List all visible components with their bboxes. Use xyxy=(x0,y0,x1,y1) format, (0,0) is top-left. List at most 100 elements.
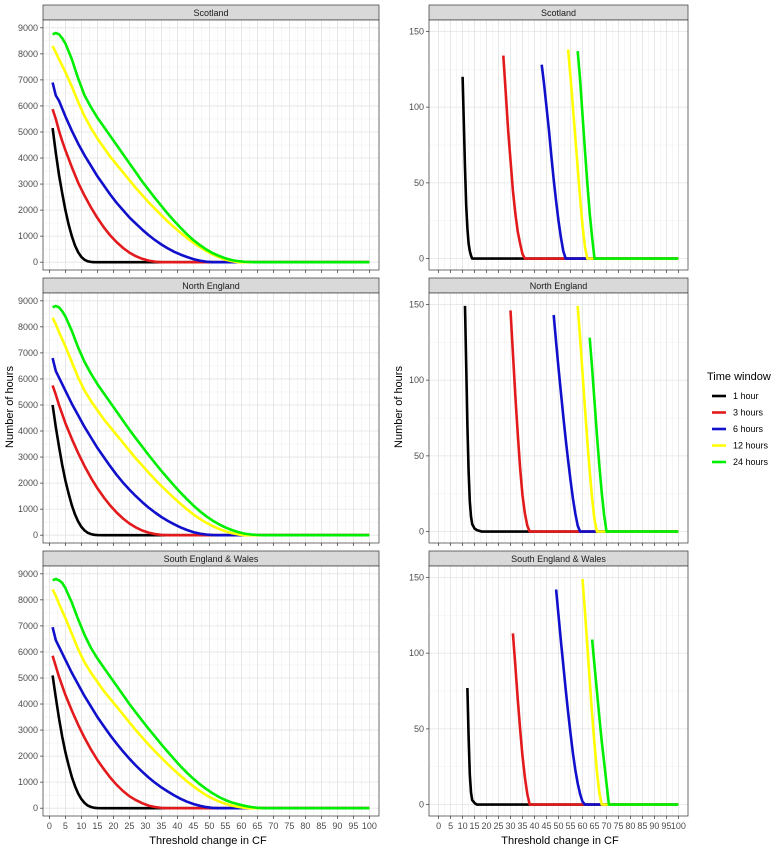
y-axis-title-left: Number of hours xyxy=(4,366,16,448)
y-tick-label: 50 xyxy=(414,451,424,461)
series-line-12-hours xyxy=(51,317,370,537)
series-line-1-hour xyxy=(466,687,679,806)
x-tick-label: 5 xyxy=(63,821,68,831)
y-tick-label: 4000 xyxy=(18,699,38,709)
y-tick-label: 9000 xyxy=(18,296,38,306)
x-tick-label: 20 xyxy=(482,821,492,831)
y-tick-label: 6000 xyxy=(18,647,38,657)
y-tick-label: 4000 xyxy=(18,153,38,163)
y-tick-label: 3000 xyxy=(18,725,38,735)
y-tick-label: 3000 xyxy=(18,452,38,462)
x-tick-label: 70 xyxy=(268,821,278,831)
x-tick-label: 100 xyxy=(362,821,377,831)
x-tick-label: 25 xyxy=(124,821,134,831)
y-tick-label: 0 xyxy=(419,527,424,537)
x-tick-label: 10 xyxy=(76,821,86,831)
x-tick-label: 35 xyxy=(156,821,166,831)
x-tick-label: 55 xyxy=(565,821,575,831)
x-tick-label: 80 xyxy=(300,821,310,831)
x-tick-label: 40 xyxy=(172,821,182,831)
x-axis-title-right: Threshold change in CF xyxy=(501,835,619,847)
series-line-6-hours xyxy=(540,64,679,260)
series-line-24-hours xyxy=(52,304,370,537)
y-tick-label: 50 xyxy=(414,724,424,734)
y-tick-label: 0 xyxy=(33,257,38,267)
series-line-1-hour xyxy=(461,76,679,260)
x-tick-label: 85 xyxy=(637,821,647,831)
x-tick-label: 45 xyxy=(542,821,552,831)
panel-1: Scotland 0 50 100 150 xyxy=(409,4,689,273)
x-axis-title-left: Threshold change in CF xyxy=(149,835,267,847)
series-line-6-hours xyxy=(51,357,370,537)
facet-strip-label: Scotland xyxy=(193,8,228,18)
series-line-1-hour xyxy=(51,404,370,537)
series-line-3-hours xyxy=(511,633,679,806)
y-tick-label: 100 xyxy=(409,375,424,385)
series-line-3-hours xyxy=(509,310,679,533)
series-line-6-hours xyxy=(51,626,370,810)
x-tick-label: 30 xyxy=(140,821,150,831)
series-line-12-hours xyxy=(51,588,370,810)
facet-strip-label: North England xyxy=(530,281,588,291)
series-line-12-hours xyxy=(566,49,679,260)
x-tick-label: 95 xyxy=(661,821,671,831)
series-line-6-hours xyxy=(552,314,679,533)
series-line-3-hours xyxy=(51,384,370,537)
series-line-24-hours xyxy=(588,337,679,533)
series-line-3-hours xyxy=(502,55,679,260)
x-tick-label: 25 xyxy=(494,821,504,831)
y-tick-label: 8000 xyxy=(18,322,38,332)
facet-strip-label: South England & Wales xyxy=(511,554,606,564)
y-tick-label: 2000 xyxy=(18,205,38,215)
y-tick-label: 100 xyxy=(409,648,424,658)
y-tick-label: 9000 xyxy=(18,23,38,33)
y-tick-label: 4000 xyxy=(18,426,38,436)
series-line-24-hours xyxy=(590,639,679,806)
x-tick-label: 75 xyxy=(613,821,623,831)
y-tick-label: 0 xyxy=(419,254,424,264)
x-tick-label: 10 xyxy=(458,821,468,831)
x-tick-label: 70 xyxy=(601,821,611,831)
x-tick-label: 35 xyxy=(518,821,528,831)
x-tick-label: 65 xyxy=(589,821,599,831)
panel-2: North England 0 1000 2000 3000 4000 5000 6000 70… xyxy=(18,277,380,546)
series-line-24-hours xyxy=(52,577,370,810)
legend-label: 24 hours xyxy=(733,457,769,467)
y-tick-label: 5000 xyxy=(18,673,38,683)
legend-items: 1 hour 3 hours 6 hours 12 hours 24 hours xyxy=(712,391,769,467)
y-tick-label: 8000 xyxy=(18,595,38,605)
x-tick-label: 65 xyxy=(252,821,262,831)
series-line-24-hours xyxy=(52,31,370,264)
series-line-1-hour xyxy=(51,127,370,264)
x-tick-label: 50 xyxy=(204,821,214,831)
series-line-3-hours xyxy=(51,108,370,264)
panel-0: Scotland 0 1000 2000 3000 4000 5000 6000 7000 800… xyxy=(18,4,380,273)
y-tick-label: 9000 xyxy=(18,569,38,579)
x-tick-label: 5 xyxy=(448,821,453,831)
legend-label: 6 hours xyxy=(733,424,764,434)
y-tick-label: 0 xyxy=(419,800,424,810)
y-tick-label: 2000 xyxy=(18,478,38,488)
facet-strip-label: Scotland xyxy=(541,8,576,18)
y-tick-label: 1000 xyxy=(18,231,38,241)
x-tick-label: 85 xyxy=(316,821,326,831)
series-line-12-hours xyxy=(581,578,679,806)
y-tick-label: 6000 xyxy=(18,101,38,111)
x-tick-label: 0 xyxy=(47,821,52,831)
y-tick-label: 150 xyxy=(409,26,424,36)
series-line-6-hours xyxy=(554,589,679,806)
series-line-12-hours xyxy=(576,305,679,533)
y-tick-label: 150 xyxy=(409,572,424,582)
x-tick-label: 30 xyxy=(506,821,516,831)
panel-border xyxy=(42,19,380,271)
y-tick-label: 1000 xyxy=(18,777,38,787)
x-tick-label: 55 xyxy=(220,821,230,831)
x-tick-label: 40 xyxy=(530,821,540,831)
x-tick-label: 50 xyxy=(553,821,563,831)
y-tick-label: 100 xyxy=(409,102,424,112)
legend-label: 3 hours xyxy=(733,408,764,418)
panel-4: South England & Wales0100020003000400050… xyxy=(18,550,380,831)
y-tick-label: 3000 xyxy=(18,179,38,189)
y-tick-label: 8000 xyxy=(18,49,38,59)
